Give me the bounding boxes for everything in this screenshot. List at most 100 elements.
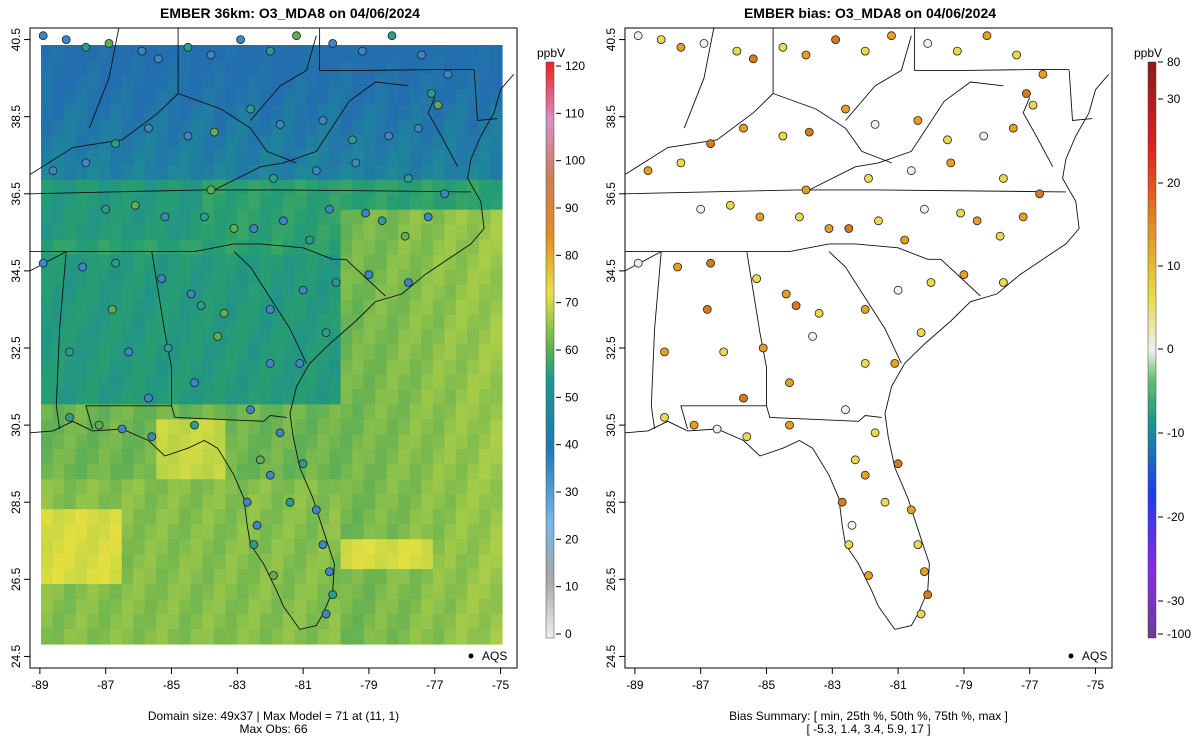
model-grid-cell (363, 524, 376, 540)
model-grid-cell (121, 179, 134, 196)
model-grid-cell (248, 494, 261, 510)
model-grid-cell (236, 134, 249, 151)
model-grid-cell (260, 494, 273, 510)
model-grid-cell (340, 179, 353, 196)
model-grid-cell (190, 45, 203, 61)
model-grid-cell (156, 419, 169, 435)
model-grid-cell (98, 104, 111, 121)
model-grid-cell (236, 329, 249, 346)
model-grid-cell (363, 329, 376, 346)
model-grid-cell (478, 404, 491, 420)
model-grid-cell (225, 179, 238, 196)
model-grid-cell (260, 419, 273, 435)
model-grid-cell (455, 374, 468, 390)
model-grid-cell (236, 569, 249, 585)
aqs-site-marker (117, 424, 127, 434)
model-grid-cell (236, 179, 249, 196)
aqs-bias-marker (864, 571, 873, 580)
model-grid-cell (375, 374, 388, 390)
model-grid-cell (260, 629, 273, 645)
model-grid-cell (236, 479, 249, 495)
x-tick-label: -77 (426, 678, 444, 692)
model-grid-cell (248, 599, 261, 615)
model-grid-cell (409, 494, 422, 510)
colorbar-tick-label: -20 (1167, 510, 1185, 524)
model-grid-cell (375, 569, 388, 585)
model-grid-cell (306, 419, 319, 435)
model-grid-cell (75, 449, 88, 465)
state-boundary (828, 251, 902, 364)
model-grid-cell (248, 179, 261, 196)
model-grid-cell (386, 299, 399, 316)
model-grid-cell (202, 134, 215, 151)
model-grid-cell (294, 554, 307, 570)
left-footer-line2: Max Obs: 66 (239, 722, 308, 736)
model-grid-cell (421, 284, 434, 301)
model-grid-cell (98, 60, 111, 76)
model-grid-cell (306, 479, 319, 495)
model-grid-cell (329, 554, 342, 570)
model-grid-cell (75, 194, 88, 211)
model-grid-cell (455, 134, 468, 151)
model-grid-cell (294, 299, 307, 316)
model-grid-cell (248, 119, 261, 136)
model-grid-cell (432, 599, 445, 615)
aqs-bias-marker (781, 289, 791, 299)
model-grid-cell (225, 389, 238, 405)
model-grid-cell (260, 404, 273, 420)
model-grid-cell (98, 149, 111, 166)
model-grid-cell (225, 164, 238, 181)
model-grid-cell (213, 584, 226, 600)
model-grid-cell (225, 539, 238, 555)
aqs-bias-marker (699, 39, 709, 48)
model-grid-cell (52, 284, 65, 301)
model-grid-cell (110, 179, 123, 196)
aqs-bias-marker (791, 301, 801, 311)
model-grid-cell (213, 449, 226, 465)
model-grid-cell (271, 614, 284, 630)
aqs-bias-marker (1008, 123, 1018, 133)
model-grid-cell (121, 45, 134, 61)
model-grid-cell (75, 404, 88, 420)
model-grid-cell (202, 434, 215, 450)
model-grid-cell (455, 194, 468, 211)
model-grid-cell (490, 224, 503, 241)
model-grid-cell (156, 239, 169, 256)
model-grid-cell (455, 164, 468, 181)
model-grid-cell (202, 89, 215, 106)
model-grid-cell (144, 284, 157, 301)
aqs-site-marker (61, 35, 71, 44)
colorbar-tick-label: 80 (565, 248, 579, 262)
model-grid-cell (202, 479, 215, 495)
model-grid-cell (144, 449, 157, 465)
model-grid-cell (375, 344, 388, 361)
model-grid-cell (444, 584, 457, 600)
model-grid-cell (386, 479, 399, 495)
model-grid-cell (398, 539, 411, 555)
model-grid-cell (156, 134, 169, 151)
model-grid-cell (294, 104, 307, 121)
model-grid-cell (455, 45, 468, 61)
model-grid-cell (340, 119, 353, 136)
model-grid-cell (271, 45, 284, 61)
model-grid-cell (190, 134, 203, 151)
model-grid-cell (421, 449, 434, 465)
model-grid-cell (467, 194, 480, 211)
aqs-bias-marker (837, 497, 847, 507)
model-grid-cell (202, 299, 215, 316)
model-grid-cell (144, 404, 157, 420)
model-grid-cell (110, 464, 123, 480)
model-grid-cell (409, 224, 422, 241)
model-grid-cell (432, 539, 445, 555)
model-grid-cell (167, 584, 180, 600)
model-grid-cell (110, 314, 123, 331)
model-grid-cell (398, 89, 411, 106)
model-grid-cell (340, 404, 353, 420)
model-grid-cell (329, 89, 342, 106)
model-grid-cell (260, 539, 273, 555)
model-grid-cell (167, 194, 180, 211)
aqs-bias-marker (712, 424, 722, 434)
model-grid-cell (110, 584, 123, 600)
model-grid-cell (236, 314, 249, 331)
